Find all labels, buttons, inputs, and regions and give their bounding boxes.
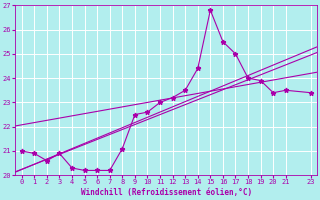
X-axis label: Windchill (Refroidissement éolien,°C): Windchill (Refroidissement éolien,°C) xyxy=(81,188,252,197)
